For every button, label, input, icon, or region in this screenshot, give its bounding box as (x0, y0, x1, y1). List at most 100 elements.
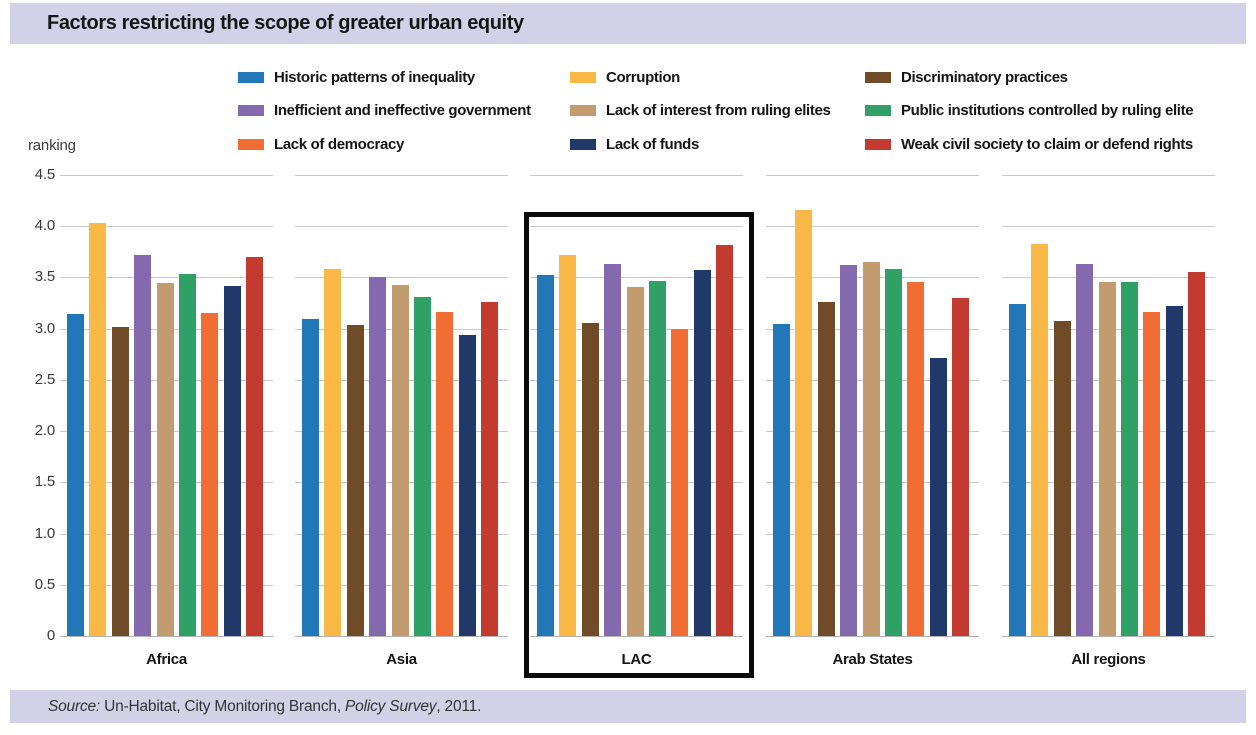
bar (907, 282, 925, 636)
x-axis-baseline (60, 636, 273, 637)
legend-item: Lack of interest from ruling elites (570, 102, 831, 120)
legend-label: Public institutions controlled by ruling… (901, 102, 1194, 120)
legend-swatch (865, 105, 891, 117)
bar (414, 297, 431, 636)
x-axis-category-label: Asia (386, 651, 417, 668)
legend-label: Discriminatory practices (901, 68, 1068, 86)
legend-label: Lack of democracy (274, 135, 404, 153)
y-tick-label: 3.0 (34, 319, 55, 337)
legend-label: Historic patterns of inequality (274, 68, 475, 86)
x-axis-category-label: LAC (621, 651, 652, 668)
legend-item: Inefficient and ineffective government (238, 102, 531, 120)
chart-title-bar: Factors restricting the scope of greater… (10, 3, 1246, 44)
y-tick-label: 2.5 (34, 370, 55, 388)
bar (840, 265, 858, 636)
bar (346, 325, 364, 636)
group-panel (766, 175, 979, 637)
source-body: Un-Habitat, City Monitoring Branch, (100, 697, 346, 715)
gridline (295, 226, 508, 228)
gridline (766, 175, 979, 176)
bar (156, 283, 174, 636)
chart-title: Factors restricting the scope of greater… (47, 12, 524, 34)
legend-item: Public institutions controlled by ruling… (865, 102, 1194, 120)
y-tick-label: 1.0 (34, 524, 55, 542)
y-tick-label: 4.0 (34, 217, 55, 235)
legend-label: Corruption (606, 68, 680, 86)
bar (581, 323, 599, 636)
gridline (766, 226, 979, 228)
bar (862, 262, 880, 636)
legend-swatch (238, 138, 264, 150)
gridline (60, 277, 273, 279)
bar (1121, 282, 1138, 636)
source-year: , 2011. (436, 697, 482, 715)
bar (179, 274, 196, 636)
bar (1031, 244, 1049, 636)
legend-swatch (865, 71, 891, 83)
x-axis-baseline (766, 636, 979, 637)
bar (1098, 282, 1116, 636)
gridline (295, 175, 508, 176)
bar (391, 285, 409, 636)
bar (929, 358, 947, 636)
legend-item: Lack of funds (570, 136, 699, 153)
legend-swatch (238, 105, 264, 117)
legend-label: Lack of interest from ruling elites (606, 102, 831, 120)
legend-swatch (570, 71, 596, 83)
legend-swatch (238, 71, 264, 83)
gridline (60, 175, 273, 176)
legend-label: Inefficient and ineffective government (274, 102, 531, 120)
bar (246, 257, 264, 636)
bar (716, 245, 734, 636)
bar (604, 264, 622, 636)
bar (1188, 272, 1206, 636)
x-axis-category-label: Africa (146, 651, 187, 668)
legend-label: Weak civil society to claim or defend ri… (901, 135, 1193, 153)
x-axis-baseline (530, 636, 743, 637)
gridline (295, 277, 508, 279)
bar (795, 210, 813, 636)
bar (885, 269, 902, 636)
bar (324, 269, 342, 636)
x-axis-category-label: All regions (1071, 651, 1146, 668)
bar (559, 255, 577, 636)
y-axis-title: ranking (28, 137, 76, 154)
bar (436, 312, 454, 636)
y-tick-label: 2.0 (34, 422, 55, 440)
y-tick-label: 4.5 (34, 166, 55, 183)
bar (111, 327, 129, 636)
lac-highlight-box (524, 212, 754, 678)
bar (89, 223, 107, 636)
x-axis-baseline (295, 636, 508, 637)
bar (952, 298, 970, 636)
legend-item: Weak civil society to claim or defend ri… (865, 135, 1193, 153)
bar (369, 277, 387, 636)
group-panel (295, 175, 508, 637)
bar (693, 270, 711, 636)
legend-item: Historic patterns of inequality (238, 68, 475, 86)
legend-swatch (570, 105, 596, 117)
bar (1076, 264, 1094, 636)
legend-item: Corruption (570, 68, 680, 86)
source-bar: Source: Un-Habitat, City Monitoring Bran… (10, 690, 1246, 723)
bar (1165, 306, 1183, 636)
legend-item: Discriminatory practices (865, 68, 1068, 86)
y-tick-label: 0 (46, 627, 55, 644)
legend-item: Lack of democracy (238, 135, 404, 153)
gridline (1002, 175, 1215, 176)
bar (671, 329, 689, 636)
gridline (60, 226, 273, 228)
group-panel (60, 175, 273, 637)
group-panel (1002, 175, 1215, 637)
gridline (530, 175, 743, 176)
source-label: Source: (48, 697, 101, 715)
bar (537, 275, 554, 636)
bar (1053, 321, 1071, 636)
source-text: Source: Un-Habitat, City Monitoring Bran… (10, 698, 481, 716)
bar (649, 281, 666, 636)
legend-swatch (865, 138, 891, 150)
y-tick-label: 1.5 (34, 473, 55, 491)
source-survey: Policy Survey (345, 697, 437, 715)
bar (1143, 312, 1161, 636)
